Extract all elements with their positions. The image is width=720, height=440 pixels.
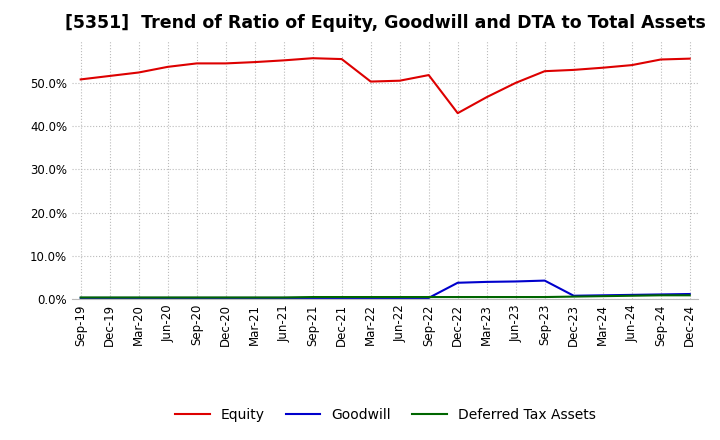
Deferred Tax Assets xyxy=(338,294,346,300)
Equity xyxy=(598,65,607,70)
Goodwill xyxy=(454,280,462,286)
Equity xyxy=(192,61,201,66)
Goodwill xyxy=(76,295,85,301)
Equity xyxy=(541,69,549,74)
Goodwill xyxy=(105,295,114,301)
Deferred Tax Assets xyxy=(424,294,433,300)
Goodwill xyxy=(657,292,665,297)
Goodwill xyxy=(627,292,636,297)
Equity xyxy=(163,64,172,70)
Goodwill xyxy=(251,295,259,301)
Equity xyxy=(657,57,665,62)
Goodwill xyxy=(192,295,201,301)
Equity xyxy=(251,59,259,65)
Equity xyxy=(105,73,114,79)
Deferred Tax Assets xyxy=(541,294,549,300)
Goodwill xyxy=(221,295,230,301)
Deferred Tax Assets xyxy=(685,293,694,298)
Legend: Equity, Goodwill, Deferred Tax Assets: Equity, Goodwill, Deferred Tax Assets xyxy=(169,402,601,427)
Deferred Tax Assets xyxy=(105,295,114,300)
Line: Equity: Equity xyxy=(81,58,690,113)
Equity xyxy=(279,58,288,63)
Goodwill xyxy=(308,295,317,301)
Goodwill xyxy=(163,295,172,301)
Goodwill xyxy=(570,293,578,298)
Goodwill xyxy=(685,291,694,297)
Title: [5351]  Trend of Ratio of Equity, Goodwill and DTA to Total Assets: [5351] Trend of Ratio of Equity, Goodwil… xyxy=(65,15,706,33)
Deferred Tax Assets xyxy=(570,294,578,299)
Equity xyxy=(308,55,317,61)
Deferred Tax Assets xyxy=(395,294,404,300)
Deferred Tax Assets xyxy=(627,293,636,298)
Deferred Tax Assets xyxy=(221,295,230,300)
Equity xyxy=(627,62,636,68)
Deferred Tax Assets xyxy=(76,295,85,300)
Equity xyxy=(482,95,491,100)
Goodwill xyxy=(511,279,520,284)
Deferred Tax Assets xyxy=(657,293,665,298)
Goodwill xyxy=(395,295,404,301)
Goodwill xyxy=(279,295,288,301)
Equity xyxy=(570,67,578,73)
Equity xyxy=(454,110,462,116)
Deferred Tax Assets xyxy=(163,295,172,300)
Equity xyxy=(511,80,520,85)
Deferred Tax Assets xyxy=(279,295,288,300)
Equity xyxy=(366,79,375,84)
Equity xyxy=(685,56,694,61)
Deferred Tax Assets xyxy=(308,294,317,300)
Goodwill xyxy=(541,278,549,283)
Equity xyxy=(221,61,230,66)
Deferred Tax Assets xyxy=(598,293,607,299)
Goodwill xyxy=(424,295,433,301)
Equity xyxy=(395,78,404,83)
Line: Deferred Tax Assets: Deferred Tax Assets xyxy=(81,295,690,297)
Deferred Tax Assets xyxy=(454,294,462,300)
Equity xyxy=(338,56,346,62)
Goodwill xyxy=(598,293,607,298)
Equity xyxy=(135,70,143,75)
Deferred Tax Assets xyxy=(366,294,375,300)
Equity xyxy=(424,73,433,78)
Goodwill xyxy=(366,295,375,301)
Line: Goodwill: Goodwill xyxy=(81,281,690,298)
Goodwill xyxy=(135,295,143,301)
Deferred Tax Assets xyxy=(511,294,520,300)
Goodwill xyxy=(338,295,346,301)
Deferred Tax Assets xyxy=(251,295,259,300)
Deferred Tax Assets xyxy=(192,295,201,300)
Deferred Tax Assets xyxy=(135,295,143,300)
Goodwill xyxy=(482,279,491,285)
Equity xyxy=(76,77,85,82)
Deferred Tax Assets xyxy=(482,294,491,300)
